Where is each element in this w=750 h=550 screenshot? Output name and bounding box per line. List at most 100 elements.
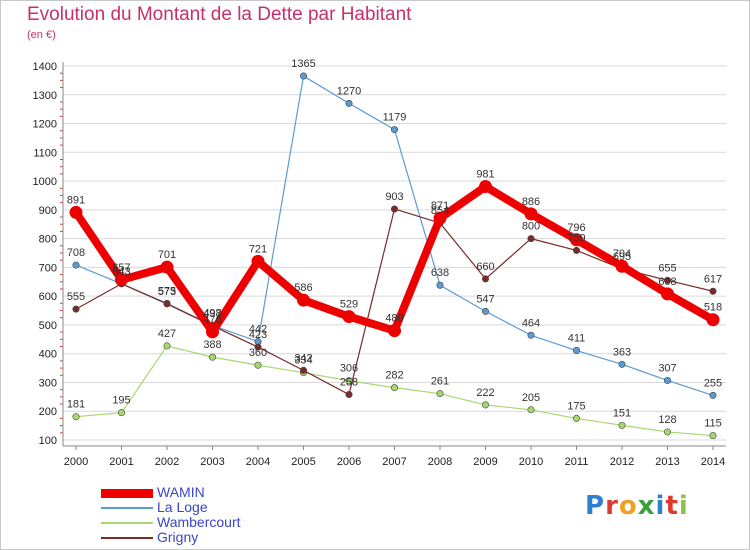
data-point	[481, 401, 489, 409]
data-point	[663, 376, 671, 384]
x-tick-label: 2010	[519, 456, 543, 468]
data-label: 222	[476, 387, 494, 399]
data-label: 175	[567, 400, 585, 412]
chart-subtitle: (en €)	[27, 29, 56, 41]
data-label: 871	[431, 200, 449, 212]
data-point	[527, 406, 535, 414]
x-tick-label: 2004	[246, 456, 270, 468]
data-label: 442	[249, 324, 267, 336]
data-point	[254, 343, 262, 351]
data-point	[572, 246, 580, 254]
grid-lines	[63, 65, 726, 441]
y-tick-label: 300	[39, 377, 57, 389]
data-point	[436, 390, 444, 398]
data-point	[390, 126, 398, 134]
data-label: 660	[476, 261, 494, 273]
data-label: 575	[158, 285, 176, 297]
data-label: 800	[522, 221, 540, 233]
data-point	[299, 366, 307, 374]
data-label: 261	[431, 376, 449, 388]
data-point	[433, 211, 447, 225]
data-point	[527, 331, 535, 339]
data-label: 586	[294, 282, 312, 294]
data-label: 555	[67, 291, 85, 303]
x-tick-label: 2014	[701, 456, 725, 468]
data-label: 464	[522, 317, 540, 329]
data-point	[251, 254, 265, 268]
x-tick-label: 2013	[655, 456, 679, 468]
data-label: 573	[158, 286, 176, 298]
legend-label: WAMIN	[157, 484, 205, 500]
data-point	[663, 276, 671, 284]
x-tick-label: 2007	[382, 456, 406, 468]
data-label: 282	[385, 370, 403, 382]
data-label: 151	[613, 407, 631, 419]
y-tick-label: 200	[39, 406, 57, 418]
data-label: 363	[613, 346, 631, 358]
data-label: 1270	[337, 85, 361, 97]
y-tick-label: 1300	[33, 90, 57, 102]
data-point	[297, 293, 310, 307]
proxiti-logo: Proxiti	[585, 491, 689, 521]
y-tick-label: 600	[39, 291, 57, 303]
legend-swatch	[101, 522, 153, 524]
data-label: 643	[112, 266, 130, 278]
y-tick-label: 800	[39, 234, 57, 246]
data-label: 704	[613, 248, 631, 260]
legend-swatch	[101, 507, 153, 509]
data-label: 529	[340, 299, 358, 311]
data-label: 903	[385, 191, 403, 203]
y-tick-label: 900	[39, 205, 57, 217]
data-label: 306	[340, 363, 358, 375]
axes: 100 200 300 400 500 600 700 800 900 1000 1100 1200 1…	[33, 61, 726, 468]
data-label: 1365	[291, 58, 315, 70]
data-label: 128	[658, 414, 676, 426]
data-point	[615, 259, 629, 273]
data-label: 617	[704, 273, 722, 285]
data-label: 655	[658, 262, 676, 274]
data-point	[618, 421, 626, 429]
data-label: 608	[658, 276, 676, 288]
data-label: 476	[203, 314, 221, 326]
data-point	[570, 233, 583, 247]
data-labels: 708 643 575 498 442 1365 1270 1179 638 547 464 411 3…	[67, 58, 722, 430]
series-line	[75, 208, 714, 396]
data-label: 891	[67, 194, 85, 206]
y-tick-label: 1200	[33, 119, 57, 131]
data-label: 423	[249, 329, 267, 341]
data-point	[345, 99, 353, 107]
data-point	[72, 413, 80, 421]
data-label: 695	[613, 251, 631, 263]
data-point	[342, 310, 356, 324]
data-point	[69, 205, 83, 219]
x-tick-label: 2011	[565, 456, 589, 468]
x-tick-label: 2005	[291, 456, 315, 468]
chart-title: Evolution du Montant de la Dette par Hab…	[27, 4, 412, 25]
data-point	[254, 361, 262, 369]
series-wamin	[69, 180, 720, 339]
data-point	[661, 287, 674, 301]
data-point	[524, 207, 538, 221]
legend-item-la-loge: La Loge	[101, 499, 361, 515]
legend-item-grigny: Grigny	[101, 529, 361, 545]
y-tick-label: 1000	[33, 176, 57, 188]
data-point	[72, 261, 80, 269]
data-point	[479, 180, 492, 194]
legend-item-wamin: WAMIN	[101, 484, 361, 500]
data-label: 638	[431, 267, 449, 279]
data-point	[163, 342, 171, 350]
x-tick-label: 2000	[64, 456, 88, 468]
data-label: 657	[112, 262, 130, 274]
data-label: 411	[568, 333, 586, 345]
data-label: 643	[112, 266, 130, 278]
data-point	[706, 313, 720, 327]
data-label: 498	[203, 307, 221, 319]
data-label: 518	[704, 302, 722, 314]
data-point	[160, 260, 174, 274]
x-tick-label: 2003	[200, 456, 224, 468]
data-label: 1179	[383, 112, 407, 124]
data-point	[163, 300, 171, 308]
y-tick-label: 500	[39, 320, 57, 332]
x-tick-label: 2002	[155, 456, 179, 468]
